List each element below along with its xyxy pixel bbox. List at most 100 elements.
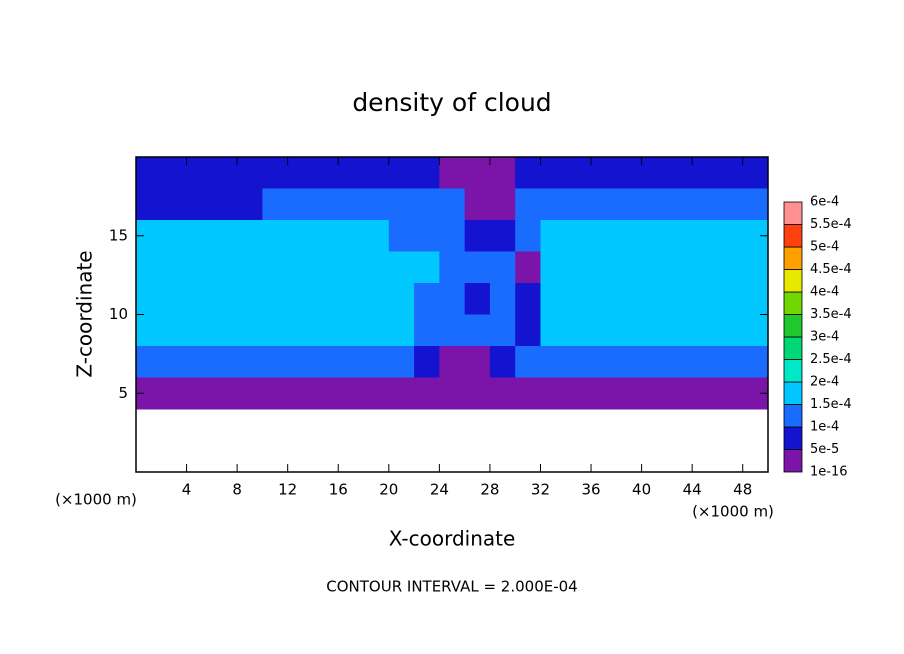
colorbar-label: 6e-4 (810, 195, 839, 210)
contour-cell (666, 283, 693, 315)
colorbar-label: 1e-4 (810, 420, 839, 435)
colorbar-label: 1.5e-4 (810, 397, 852, 412)
y-tick-label: 5 (118, 384, 128, 402)
contour-cell (414, 314, 440, 347)
contour-cell (388, 157, 415, 189)
x-tick-label: 44 (683, 481, 702, 499)
x-tick-label: 8 (232, 481, 242, 499)
contour-cell (186, 157, 213, 189)
contour-cell (717, 251, 744, 284)
contour-cell (161, 157, 188, 189)
contour-cell (312, 251, 339, 284)
contour-cell (641, 220, 668, 252)
contour-cell (540, 188, 567, 221)
contour-cell (666, 251, 693, 284)
contour-cell (262, 377, 289, 410)
contour-cell (439, 377, 466, 410)
contour-cell (388, 283, 415, 315)
contour-cell (489, 220, 516, 252)
contour-cell (692, 346, 718, 378)
contour-cell (363, 377, 390, 410)
contour-cell (414, 220, 440, 252)
contour-cell (287, 314, 314, 347)
x-tick-label: 32 (531, 481, 550, 499)
contour-cell (338, 377, 365, 410)
colorbar-label: 5e-5 (810, 442, 839, 457)
contour-cell (136, 188, 162, 221)
contour-cell (464, 283, 491, 315)
contour-cell (540, 377, 567, 410)
contour-cell (540, 220, 567, 252)
contour-cell (338, 188, 365, 221)
contour-cell (388, 220, 415, 252)
colorbar-swatch (783, 291, 803, 315)
contour-cell (136, 283, 162, 315)
chart-title: density of cloud (352, 88, 551, 117)
contour-cell (338, 314, 365, 347)
x-tick-label: 40 (632, 481, 651, 499)
contour-cell (641, 377, 668, 410)
contour-cell (439, 157, 466, 189)
contour-cell (591, 188, 617, 221)
contour-cell (262, 188, 289, 221)
contour-cell (338, 251, 365, 284)
contour-cell (186, 377, 213, 410)
contour-cell (136, 157, 162, 189)
colorbar-swatch (783, 224, 803, 248)
contour-cell (742, 188, 769, 221)
contour-cell (363, 188, 390, 221)
contour-cell (464, 220, 491, 252)
contour-cell (439, 251, 466, 284)
contour-cell (540, 346, 567, 378)
contour-cell (388, 188, 415, 221)
contour-cell (464, 377, 491, 410)
contour-cell (464, 188, 491, 221)
contour-cell (262, 251, 289, 284)
contour-cell (641, 346, 668, 378)
contour-cell (515, 188, 541, 221)
contour-cell (641, 283, 668, 315)
contour-cell (489, 283, 516, 315)
contour-cell (489, 346, 516, 378)
contour-cell (692, 220, 718, 252)
contour-cell (312, 346, 339, 378)
contour-cell (489, 377, 516, 410)
contour-cell (540, 314, 567, 347)
contour-cell (186, 220, 213, 252)
contour-cell (237, 157, 263, 189)
contour-cell (287, 157, 314, 189)
contour-cell (211, 346, 238, 378)
contour-cell (363, 283, 390, 315)
contour-cell (565, 220, 592, 252)
contour-cell (388, 377, 415, 410)
contour-cell (489, 314, 516, 347)
contour-cell (717, 220, 744, 252)
colorbar-swatch (783, 201, 803, 225)
colorbar-label: 4e-4 (810, 285, 839, 300)
contour-cell (287, 377, 314, 410)
contour-cell (692, 377, 718, 410)
contour-cell (338, 157, 365, 189)
x-tick-label: 4 (182, 481, 192, 499)
contour-cell (312, 283, 339, 315)
contour-cell (136, 251, 162, 284)
contour-cell (489, 251, 516, 284)
contour-cell (414, 377, 440, 410)
contour-cell (287, 283, 314, 315)
contour-cell (161, 314, 188, 347)
contour-cell (211, 251, 238, 284)
contour-cell (262, 314, 289, 347)
colorbar-swatch (783, 359, 803, 383)
contour-cell (338, 283, 365, 315)
colorbar-swatch (783, 381, 803, 405)
contour-cell (363, 157, 390, 189)
contour-cell (464, 346, 491, 378)
contour-cell (692, 188, 718, 221)
colorbar-swatch (783, 314, 803, 338)
contour-cell (692, 283, 718, 315)
contour-cell (211, 157, 238, 189)
contour-cell (439, 346, 466, 378)
contour-cell (742, 283, 769, 315)
colorbar-label: 2e-4 (810, 375, 839, 390)
